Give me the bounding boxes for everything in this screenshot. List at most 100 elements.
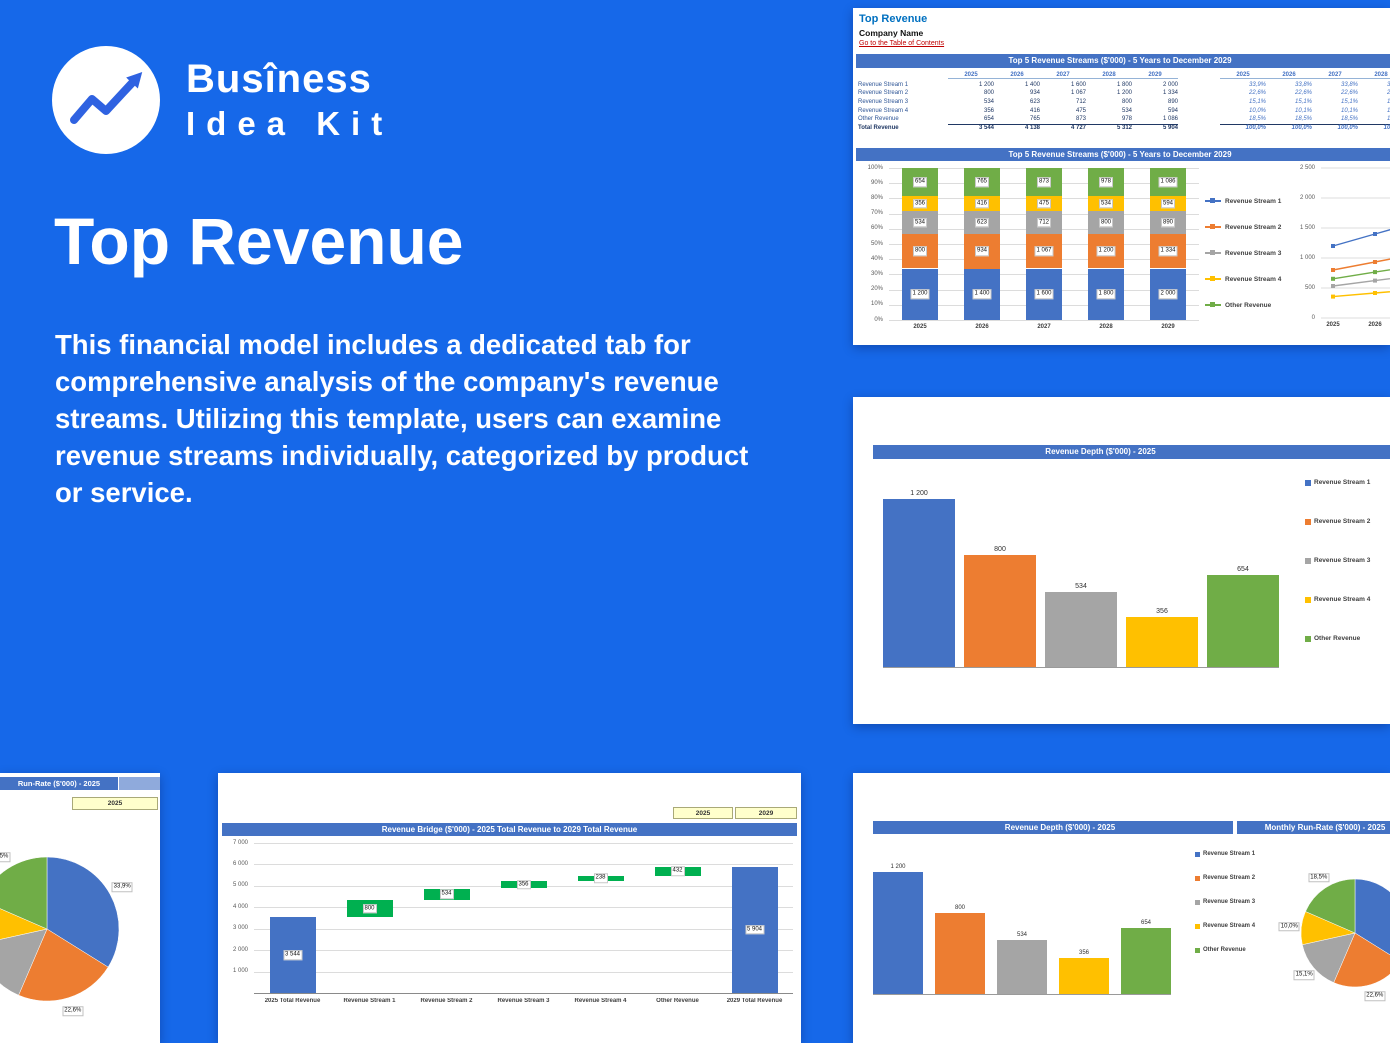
bar-data-label: 1 800 [1096,289,1116,299]
pct-cell: 100,0% [1358,124,1390,131]
pct-cell: 10,0% [1248,107,1266,114]
x-axis-label: 2025 [913,324,927,330]
value-cell: 534 [1121,107,1132,114]
value-cell: 4 727 [1040,124,1086,131]
pct-cell: 33,9% [1248,81,1266,88]
bridge-year-filter-2025[interactable]: 2025 [673,807,733,819]
bar-data-label: 800 [912,246,928,257]
x-axis-label: Other Revenue [656,998,699,1004]
depth-chart-small: 1 200 800 534 356 654 [873,859,1171,995]
bar-data-label: 654 [912,177,928,187]
line-marker [1331,244,1335,248]
legend-item: Revenue Stream 4 [1305,596,1370,603]
value-cell: 1 086 [1162,116,1178,123]
brand-name-line2: Idea Kit [186,105,394,142]
year-filter-dropdown[interactable]: 2025 [72,797,158,810]
bar-data-label: 534 [1075,583,1087,591]
bar-data-label: 238 [593,873,608,884]
x-axis-label: Revenue Stream 3 [497,998,550,1004]
depth-bar [1126,617,1198,667]
line-marker [1373,291,1377,295]
x-axis-label: 2025 [1326,322,1340,328]
row-label: Revenue Stream 2 [858,90,909,97]
table-row: Revenue Stream 4 356 416 475 534 594 10,0% 10,1… [856,106,1390,115]
legend-item: Revenue Stream 1 [1305,479,1370,486]
x-axis-label: 2025 Total Revenue [264,998,321,1004]
run-rate-header-bar: Run-Rate ($'000) - 2025 [0,777,118,790]
row-label: Revenue Stream 1 [858,81,909,88]
legend-item: Revenue Stream 4 [1195,923,1255,929]
row-label: Other Revenue [858,116,899,123]
company-name: Company Name [859,28,924,38]
depth-bar [1121,927,1171,994]
line-marker [1373,260,1377,264]
bar-data-label: 1 200 [910,490,928,497]
bar-data-label: 934 [974,246,990,257]
table-of-contents-link[interactable]: Go to the Table of Contents [859,40,945,47]
y-axis-tick: 1 000 [1299,254,1315,261]
y-axis-tick: 40% [870,255,883,262]
pct-cell: 100,0% [1312,124,1358,131]
stacked-chart-title: Top 5 Revenue Streams ($'000) - 5 Years … [1008,150,1232,159]
bar-data-label: 594 [1160,198,1176,209]
legend-marker-icon [1305,518,1311,525]
pct-cell: 33,9% [1386,81,1390,88]
brand-name-line1: Busîness [186,57,372,101]
y-axis-tick: 3 000 [232,925,248,932]
legend-item: Revenue Stream 3 [1305,557,1370,564]
legend-marker-icon [1305,479,1311,486]
legend-marker-icon [1305,557,1311,564]
y-axis-tick: 80% [870,194,883,201]
table-header-bar: Top 5 Revenue Streams ($'000) - 5 Years … [856,54,1390,68]
value-cell: 1 800 [1116,81,1132,88]
bar-data-label: 1 200 [890,864,906,870]
depth-bar [997,939,1047,994]
bar-data-label: 623 [974,218,990,228]
line-marker [1373,232,1377,236]
pct-cell: 15,1% [1386,98,1390,105]
y-axis-tick: 90% [870,179,883,186]
pct-cell: 10,1% [1294,107,1312,114]
depth-header-bar: Revenue Depth ($'000) - 2025 [873,445,1390,459]
row-label: Revenue Stream 4 [858,107,909,114]
y-axis-tick: 1 000 [232,968,248,975]
pie-label: 22,6% [62,1006,84,1016]
pie-svg [0,856,120,1002]
bar-data-label: 1 086 [1158,177,1178,187]
depth-chart: 1 200 800 534 356 654 [883,484,1279,668]
line-series [1332,258,1390,271]
legend-item: Other Revenue [1305,635,1370,642]
stacked-chart-header-bar: Top 5 Revenue Streams ($'000) - 5 Years … [856,148,1390,161]
bridge-chart-title: Revenue Bridge ($'000) - 2025 Total Reve… [381,825,638,834]
value-cell: 1 067 [1070,90,1086,97]
y-axis-tick: 10% [870,301,883,308]
sheet-tab-title: Top Revenue [859,13,928,25]
pct-cell: 22,6% [1248,90,1266,97]
bar-data-label: 356 [912,198,928,209]
top-revenue-sheet-panel: Top Revenue Company Name Go to the Table… [853,8,1390,345]
bridge-chart: 7 000 6 000 5 000 4 000 3 000 2 000 1 000 3 544… [222,840,797,1038]
pie-label: 33,9% [111,882,133,893]
value-cell: 1 200 [1116,90,1132,97]
value-cell: 765 [1029,116,1040,123]
pct-cell: 33,8% [1340,81,1358,88]
depth-bar [873,872,923,994]
bridge-year-filter-2029[interactable]: 2029 [735,807,797,819]
y-axis-tick: 500 [1304,284,1315,291]
bar-data-label: 534 [1016,931,1028,938]
value-cell: 4 138 [994,124,1040,131]
pct-cell: 15,1% [1294,98,1312,105]
pie-svg [1300,878,1390,988]
value-cell: 1 200 [978,81,994,88]
bar-data-label: 416 [974,198,990,209]
bar-data-label: 1 600 [1034,289,1054,300]
value-cell: 1 400 [1024,81,1040,88]
bar-data-label: 1 400 [972,289,992,300]
x-axis-label: 2026 [975,324,989,330]
pie-label: 10,0% [1278,921,1300,932]
legend-label: Revenue Stream 2 [1314,518,1371,525]
stacked-chart: 100% 90% 80% 70% 60% 50% 40% 30% 20% 10% 0% 1 200 80… [857,164,1202,345]
bar-data-label: 800 [954,904,966,911]
bar-data-label: 1 067 [1034,246,1054,257]
